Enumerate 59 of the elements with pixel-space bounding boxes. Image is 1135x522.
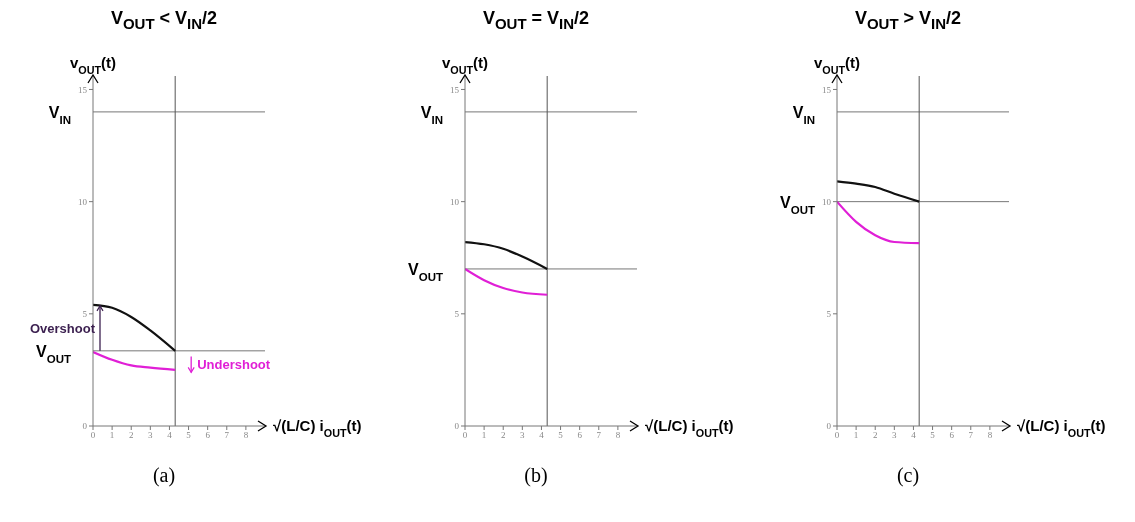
y-tick-label: 5 [82,309,88,320]
ref-line-label: V$_{OUT}$ [408,260,443,283]
ref-line-label: V$_{IN}$ [48,103,71,126]
x-tick-label: 8 [615,430,621,441]
x-tick-label: 7 [968,430,974,441]
ref-line-label: V$_{IN}$ [420,103,443,126]
y-tick-label: 15 [450,84,460,95]
y-tick-label: 10 [450,196,460,207]
y-tick-label: 10 [822,196,832,207]
chart-title: V$_{OUT}$ > V$_{IN}$/2 [853,8,963,34]
y-tick-label: 15 [822,84,832,95]
x-tick-label: 6 [205,430,211,441]
x-tick-label: 6 [949,430,955,441]
x-tick-label: 3 [148,430,154,441]
y-tick-label: 5 [826,309,832,320]
y-axis-title: v$_{OUT}$(t) [441,54,489,76]
x-tick-label: 2 [872,430,878,441]
y-tick-label: 0 [826,421,832,432]
y-tick-label: 0 [454,421,460,432]
x-tick-label: 3 [892,430,898,441]
x-tick-label: 4 [167,430,173,441]
ref-line-label: V$_{OUT}$ [780,193,815,216]
x-tick-label: 1 [481,430,487,441]
x-axis-title: √(L/C) i$_{OUT}$(t) [1017,417,1106,439]
y-axis-title: v$_{OUT}$(t) [69,54,117,76]
x-tick-label: 3 [520,430,526,441]
x-tick-label: 2 [500,430,506,441]
x-tick-label: 8 [243,430,249,441]
ref-line-label: V$_{IN}$ [792,103,815,126]
text: (a) [151,464,177,487]
x-tick-label: 8 [987,430,993,441]
x-tick-label: 5 [930,430,936,441]
x-tick-label: 6 [577,430,583,441]
ref-line-label: V$_{OUT}$ [36,342,71,365]
chart-title: V$_{OUT}$ = V$_{IN}$/2 [481,8,591,34]
x-tick-label: 0 [834,430,840,441]
y-tick-label: 5 [454,309,460,320]
y-axis-title: v$_{OUT}$(t) [813,54,861,76]
annotation: Undershoot [197,357,271,373]
chart-title: V$_{OUT}$ < V$_{IN}$/2 [109,8,219,34]
x-tick-label: 7 [596,430,602,441]
y-tick-label: 15 [78,84,88,95]
annotation: Overshoot [29,320,96,336]
x-axis-title: √(L/C) i$_{OUT}$(t) [645,417,734,439]
x-axis-title: √(L/C) i$_{OUT}$(t) [273,417,362,439]
x-tick-label: 7 [224,430,230,441]
x-tick-label: 5 [558,430,564,441]
x-tick-label: 1 [853,430,859,441]
x-tick-label: 5 [186,430,192,441]
text: (c) [895,464,921,487]
text: (b) [523,464,549,487]
x-tick-label: 4 [539,430,545,441]
y-tick-label: 0 [82,421,88,432]
x-tick-label: 0 [90,430,96,441]
x-tick-label: 0 [462,430,468,441]
x-tick-label: 4 [911,430,917,441]
x-tick-label: 2 [128,430,134,441]
x-tick-label: 1 [109,430,115,441]
y-tick-label: 10 [78,196,88,207]
